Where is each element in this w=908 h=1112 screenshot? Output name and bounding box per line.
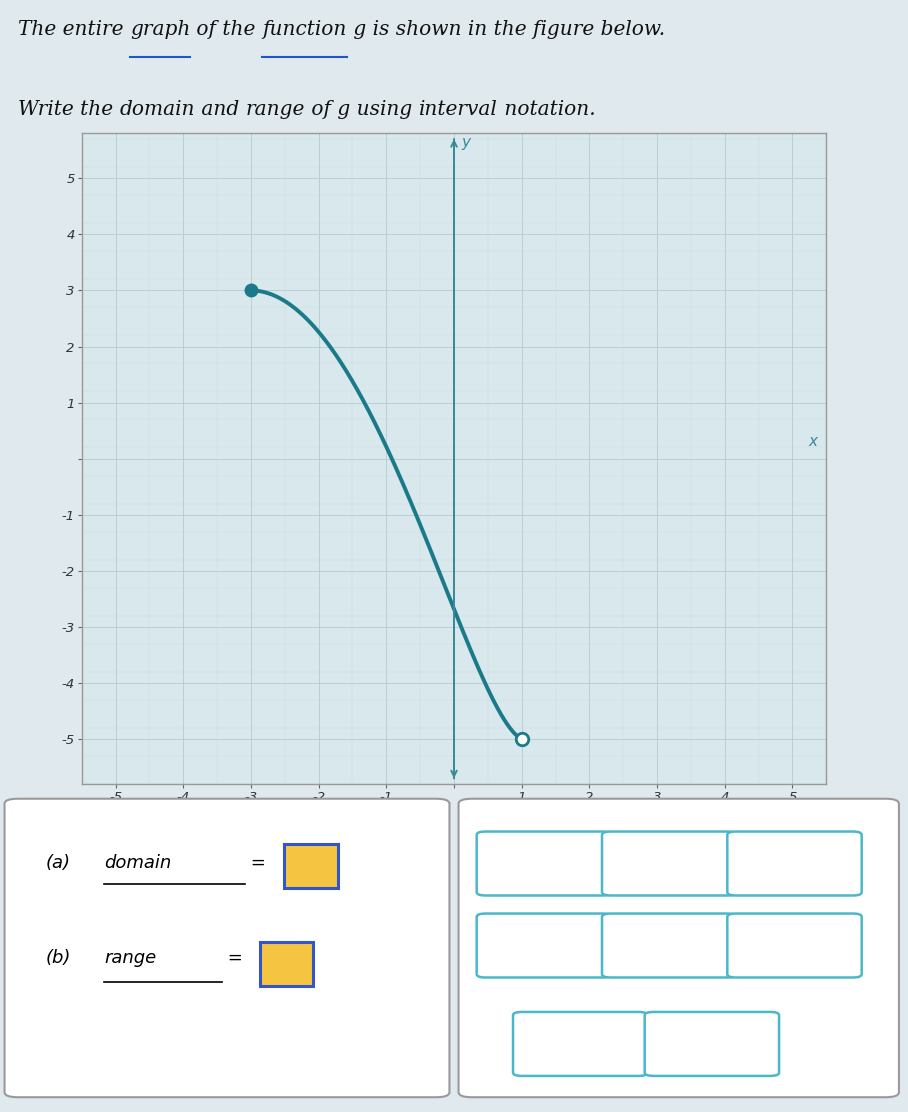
FancyBboxPatch shape (5, 798, 449, 1098)
Text: (b): (b) (45, 949, 71, 966)
Text: =: = (245, 854, 271, 872)
FancyBboxPatch shape (260, 942, 313, 986)
Text: -∞: -∞ (702, 1035, 722, 1053)
Text: range: range (246, 100, 305, 119)
Text: The entire: The entire (18, 20, 130, 39)
FancyBboxPatch shape (513, 1012, 647, 1076)
FancyBboxPatch shape (602, 832, 736, 895)
Text: domain: domain (104, 854, 172, 872)
Text: of g using: of g using (305, 100, 419, 119)
Text: □∪□: □∪□ (774, 939, 815, 953)
FancyBboxPatch shape (477, 914, 611, 977)
Text: of the: of the (191, 20, 262, 39)
Text: ∅: ∅ (662, 939, 676, 953)
Text: g is shown in the figure below.: g is shown in the figure below. (347, 20, 665, 39)
Text: y: y (461, 136, 470, 150)
Text: graph: graph (130, 20, 191, 39)
FancyBboxPatch shape (602, 914, 736, 977)
Text: =: = (222, 949, 249, 966)
Text: and: and (195, 100, 246, 119)
Text: (□,□): (□,□) (520, 856, 568, 871)
FancyBboxPatch shape (459, 798, 899, 1098)
FancyBboxPatch shape (477, 832, 611, 895)
FancyBboxPatch shape (727, 832, 862, 895)
FancyBboxPatch shape (284, 844, 338, 888)
Text: [□,□]: [□,□] (646, 856, 693, 871)
Text: Write the: Write the (18, 100, 120, 119)
Text: [□,□): [□,□) (520, 939, 568, 953)
Text: interval: interval (419, 100, 498, 119)
Text: (□,□]: (□,□] (771, 856, 818, 871)
FancyBboxPatch shape (645, 1012, 779, 1076)
Text: range: range (104, 949, 157, 966)
Text: domain: domain (120, 100, 195, 119)
Text: x: x (808, 435, 817, 449)
FancyBboxPatch shape (727, 914, 862, 977)
Text: function: function (262, 20, 347, 39)
Text: ∞: ∞ (573, 1035, 587, 1053)
Text: (a): (a) (45, 854, 71, 872)
Text: notation.: notation. (498, 100, 595, 119)
